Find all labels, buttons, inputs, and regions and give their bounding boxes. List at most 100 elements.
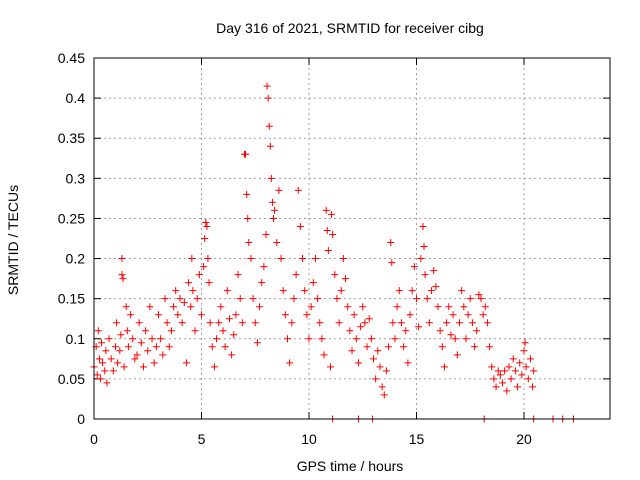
data-point <box>98 339 106 347</box>
data-point <box>273 239 281 247</box>
data-point <box>402 327 410 335</box>
data-point <box>350 311 358 319</box>
x-axis-label: GPS time / hours <box>297 458 404 474</box>
data-point <box>232 311 240 319</box>
data-point <box>150 359 158 367</box>
data-point <box>116 347 124 355</box>
data-point <box>155 311 162 319</box>
data-point <box>292 271 300 279</box>
data-point <box>391 335 399 343</box>
data-point <box>118 255 126 263</box>
data-point <box>170 303 178 311</box>
data-point <box>451 335 459 343</box>
data-point <box>204 255 212 263</box>
data-point <box>464 311 472 319</box>
data-point <box>247 255 255 263</box>
data-point <box>223 287 231 295</box>
data-point <box>314 295 322 303</box>
x-tick-label: 10 <box>301 431 317 447</box>
data-point <box>96 375 104 383</box>
data-point <box>307 303 315 311</box>
data-point <box>275 186 283 194</box>
data-point <box>284 335 291 343</box>
y-tick-label: 0.15 <box>58 291 85 307</box>
x-tick-label: 15 <box>409 431 425 447</box>
data-point <box>251 319 259 327</box>
data-point <box>268 198 276 206</box>
data-point <box>182 359 190 367</box>
data-point <box>460 303 468 311</box>
data-point <box>522 363 530 371</box>
data-point <box>428 287 436 295</box>
data-point <box>374 347 382 355</box>
data-point <box>436 327 444 335</box>
data-point <box>447 331 455 339</box>
data-point <box>148 335 156 343</box>
data-point <box>372 375 380 383</box>
data-point <box>471 343 479 351</box>
data-point <box>323 226 331 234</box>
data-point <box>387 239 395 247</box>
data-point <box>198 311 205 319</box>
data-point <box>103 379 111 387</box>
data-point <box>127 311 135 319</box>
data-point <box>359 303 367 311</box>
data-point <box>234 271 242 279</box>
data-point <box>99 359 107 367</box>
data-point <box>118 271 126 279</box>
data-points <box>90 82 577 423</box>
data-point <box>245 239 253 247</box>
data-point <box>521 339 529 347</box>
data-point <box>95 355 103 363</box>
chart-title: Day 316 of 2021, SRMTID for receiver cib… <box>216 20 484 36</box>
data-point <box>400 343 408 351</box>
data-point <box>159 351 167 359</box>
data-point <box>303 311 311 319</box>
data-point <box>456 319 463 327</box>
data-point <box>361 319 369 327</box>
y-axis-label: SRMTID / TECUs <box>5 185 21 295</box>
data-point <box>445 303 453 311</box>
data-point <box>210 363 218 371</box>
data-point <box>236 295 244 303</box>
data-point <box>494 367 502 375</box>
data-point <box>262 230 270 238</box>
data-point <box>348 347 356 355</box>
data-point <box>124 343 132 351</box>
data-point <box>365 315 373 323</box>
data-point <box>440 363 448 371</box>
data-point <box>529 383 537 391</box>
data-point <box>509 355 517 363</box>
data-point <box>501 367 509 375</box>
data-point <box>389 319 397 327</box>
data-point <box>117 331 125 339</box>
data-point <box>503 387 511 395</box>
y-tick-label: 0.1 <box>66 331 86 347</box>
data-point <box>406 311 414 319</box>
data-point <box>357 323 365 331</box>
data-point <box>101 367 109 375</box>
data-point <box>200 263 208 271</box>
data-point <box>530 367 538 375</box>
data-point <box>415 323 423 331</box>
data-point <box>191 327 199 335</box>
data-point <box>260 263 268 271</box>
data-point <box>264 94 272 102</box>
data-point <box>144 347 152 355</box>
data-point <box>205 279 213 287</box>
data-point <box>520 347 528 355</box>
data-point <box>322 206 330 214</box>
data-point <box>483 319 491 327</box>
data-point <box>206 319 214 327</box>
data-point <box>221 343 229 351</box>
data-point <box>142 327 150 335</box>
data-point <box>242 150 250 158</box>
data-point <box>397 319 405 327</box>
data-point <box>511 367 519 375</box>
data-point <box>277 255 285 263</box>
data-point <box>305 335 313 343</box>
data-point <box>410 263 418 271</box>
data-point <box>363 343 371 351</box>
data-point <box>187 303 195 311</box>
data-point <box>215 319 223 327</box>
